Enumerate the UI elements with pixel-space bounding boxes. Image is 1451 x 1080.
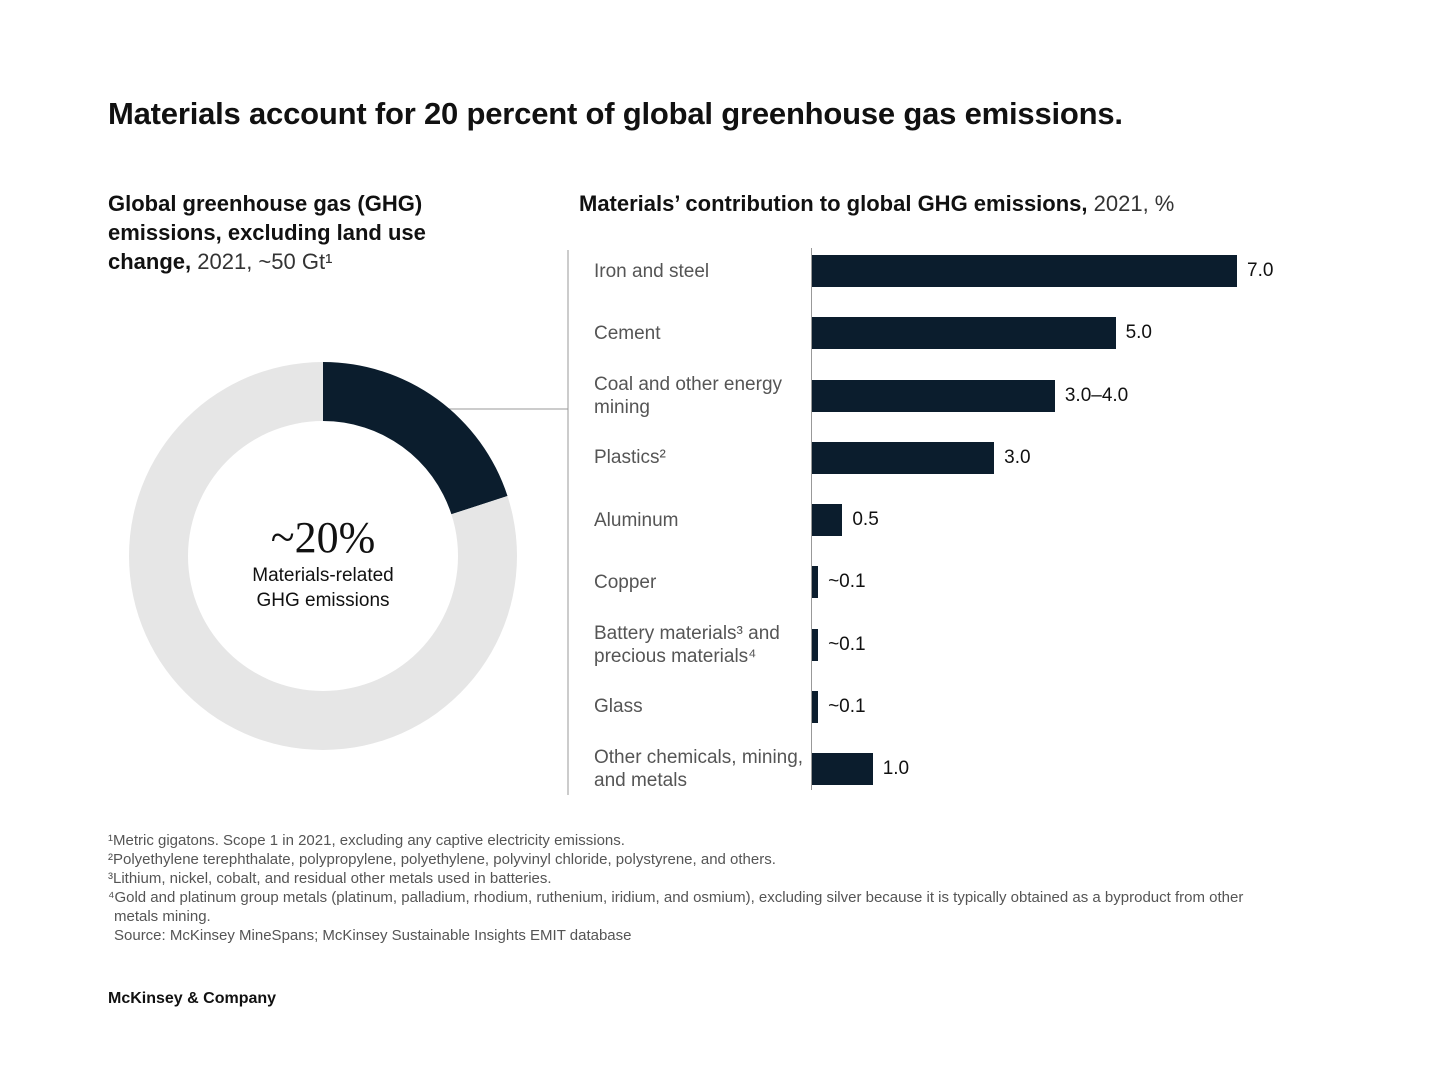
value-label: 1.0	[882, 758, 910, 779]
donut-segment	[323, 362, 508, 515]
donut-title: Global greenhouse gas (GHG) emissions, e…	[108, 189, 478, 276]
bar	[812, 690, 819, 723]
category-label: Glass	[594, 696, 643, 718]
category-label: Iron and steel	[594, 260, 710, 282]
value-label: 3.0–4.0	[1064, 384, 1129, 406]
category-label: Copper	[594, 571, 657, 593]
source: Source: McKinsey MineSpans; McKinsey Sus…	[114, 927, 632, 944]
category-label: Other chemicals, mining, and metals	[594, 747, 804, 791]
bar	[812, 504, 843, 536]
value-label: ~0.1	[828, 571, 866, 593]
page-title: Materials account for 20 percent of glob…	[108, 96, 1123, 131]
donut-center-value: ~20%	[270, 513, 376, 562]
category-label: Aluminum	[594, 509, 679, 531]
bar	[812, 255, 1237, 287]
bar-title-main: Materials’ contribution to global GHG em…	[579, 191, 1088, 216]
category-label: Battery materials³ and precious material…	[594, 622, 780, 667]
donut-title-detail: 2021, ~50 Gt¹	[197, 249, 333, 274]
bar-title: Materials’ contribution to global GHG em…	[579, 189, 1339, 218]
bar	[812, 753, 873, 785]
footnote: ³Lithium, nickel, cobalt, and residual o…	[108, 870, 552, 887]
value-label: 7.0	[1247, 260, 1274, 281]
footnote: ²Polyethylene terephthalate, polypropyle…	[108, 851, 776, 868]
value-label: ~0.1	[828, 695, 866, 717]
donut-center-label: Materials-related GHG emissions	[252, 565, 394, 611]
bar	[812, 441, 995, 474]
category-label: Coal and other energy mining	[594, 373, 783, 418]
donut-segment	[129, 362, 517, 750]
brand: McKinsey & Company	[108, 990, 277, 1007]
bar-title-detail: 2021, %	[1093, 191, 1175, 216]
donut-title-main: Global greenhouse gas (GHG) emissions, e…	[108, 191, 426, 274]
footnote: ⁴Gold and platinum group metals (platinu…	[108, 889, 1244, 925]
value-label: 0.5	[852, 509, 879, 530]
value-label: 5.0	[1125, 322, 1152, 344]
bar	[812, 379, 1055, 412]
bar	[812, 317, 1116, 350]
category-label: Plastics²	[594, 447, 666, 469]
bar	[812, 628, 819, 661]
bar	[812, 566, 819, 599]
category-label: Cement	[594, 322, 661, 344]
value-label: 3.0	[1004, 446, 1031, 468]
value-label: ~0.1	[828, 633, 866, 655]
footnote: ¹Metric gigatons. Scope 1 in 2021, exclu…	[108, 832, 625, 849]
